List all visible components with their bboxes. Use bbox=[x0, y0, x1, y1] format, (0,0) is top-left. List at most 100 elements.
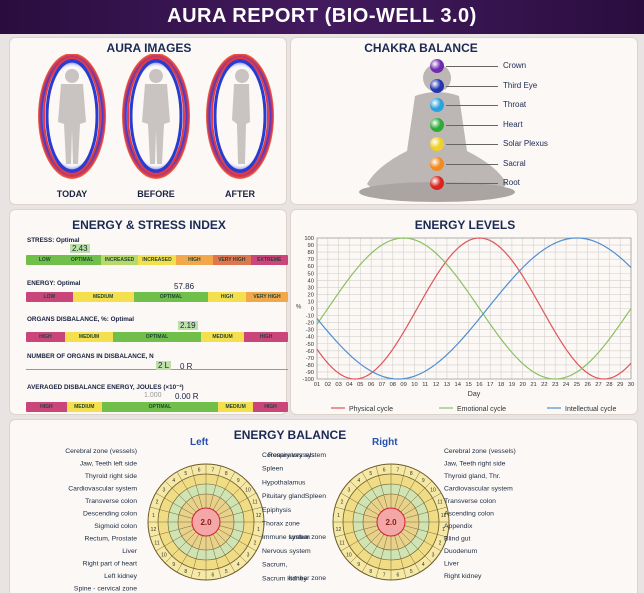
left-wheel-index: 6 bbox=[212, 573, 215, 579]
scale-segment: OPTIMAL bbox=[63, 255, 101, 265]
y-tick-label: 10 bbox=[308, 299, 314, 305]
y-tick-label: -70 bbox=[306, 356, 314, 362]
y-tick-label: 100 bbox=[304, 236, 314, 242]
scale-segment: MEDIUM bbox=[72, 292, 134, 302]
avg-disbalance-left: 1.000 bbox=[144, 392, 162, 399]
avg-disbalance-right: 0.00 R bbox=[175, 392, 199, 401]
right-wheel-index: 11 bbox=[437, 500, 442, 506]
legend-label: Physical cycle bbox=[349, 406, 393, 413]
left-wheel-spoke bbox=[164, 480, 197, 513]
right-wheel-index: 10 bbox=[430, 488, 436, 494]
right-wheel-spoke bbox=[334, 506, 378, 519]
right-wheel-spoke bbox=[375, 535, 388, 579]
x-tick-label: 20 bbox=[519, 382, 525, 388]
x-tick-label: 29 bbox=[617, 382, 623, 388]
left-inner-zone-label: Hypothalamus bbox=[262, 479, 306, 486]
left-wheel-spoke bbox=[176, 533, 200, 573]
right-wheel-center bbox=[376, 507, 406, 537]
right-wheel-index: 3 bbox=[348, 488, 351, 494]
right-wheel-index: 7 bbox=[383, 573, 386, 579]
left-wheel-index: 3 bbox=[163, 488, 166, 494]
left-inner-zone-label: Pituitary gland bbox=[262, 493, 305, 500]
x-tick-label: 02 bbox=[325, 382, 331, 388]
right-outer-zone-label: Blind gut bbox=[444, 536, 471, 543]
scale-segment: MEDIUM bbox=[200, 332, 245, 342]
left-outer-zone-label: Descending colon bbox=[83, 511, 137, 518]
chakra-connector bbox=[446, 144, 498, 145]
scale-segment: VERY HIGH bbox=[245, 292, 288, 302]
aura-figures bbox=[38, 54, 274, 179]
right-outer-zone-label: Cerebral zone (vessels) bbox=[444, 448, 516, 455]
chakra-balance-panel: CHAKRA BALANCE Crown Third Eye Throat Heart… bbox=[290, 37, 638, 205]
scale-segment: VERY HIGH bbox=[213, 255, 251, 265]
left-wheel-index: 12 bbox=[256, 513, 262, 519]
right-wheel-spoke bbox=[404, 506, 448, 519]
energy-balance-panel: ENERGY BALANCE Left Right 1 2 3 4 5 6 7 8 9 10 11 1… bbox=[9, 419, 638, 593]
left-wheel-center bbox=[191, 507, 221, 537]
right-wheel-spoke bbox=[349, 531, 382, 564]
y-tick-label: -80 bbox=[306, 363, 314, 369]
right-outer-zone-label: Thyroid gland, Thr. bbox=[444, 473, 501, 480]
left-wheel-index: 1 bbox=[152, 513, 155, 519]
energy-balance-heading: ENERGY BALANCE bbox=[233, 428, 347, 442]
right-wheel-index: 1 bbox=[442, 527, 445, 533]
scale-segment: INCREASED bbox=[100, 255, 139, 265]
right-wheel-spoke bbox=[400, 531, 433, 564]
left-wheel-index: 4 bbox=[172, 478, 175, 484]
aura-figure-after bbox=[206, 54, 274, 179]
right-wheel-spoke bbox=[334, 525, 378, 538]
left-wheel-spoke bbox=[215, 480, 248, 513]
aura-images-heading: AURA IMAGES bbox=[106, 41, 192, 55]
x-tick-label: 16 bbox=[476, 382, 482, 388]
y-tick-label: -40 bbox=[306, 335, 314, 341]
y-tick-label: 60 bbox=[308, 264, 314, 270]
chakra-label: Throat bbox=[503, 100, 527, 109]
x-tick-label: 27 bbox=[595, 382, 601, 388]
chakra-dot-heart bbox=[430, 117, 444, 132]
x-tick-label: 24 bbox=[563, 382, 570, 388]
series-line-intellectual-cycle bbox=[316, 237, 632, 380]
y-tick-label: 80 bbox=[308, 250, 314, 256]
left-wheel-index: 8 bbox=[225, 471, 228, 477]
y-tick-label: -50 bbox=[306, 342, 314, 348]
left-outer-zone-label: Left kidney bbox=[104, 573, 137, 580]
left-wheel-index: 1 bbox=[257, 527, 260, 533]
left-wheel-spoke bbox=[155, 528, 195, 552]
scale-segment: INCREASED bbox=[138, 255, 176, 265]
right-outer-zone-label: Cardiovascular system bbox=[444, 486, 513, 493]
chakra-label: Crown bbox=[503, 61, 527, 70]
left-outer-zone-label: Jaw, Teeth left side bbox=[80, 461, 138, 468]
report-title-bar: AURA REPORT (BIO-WELL 3.0) bbox=[0, 0, 644, 34]
left-wheel-index: 6 bbox=[198, 467, 201, 473]
stress-label: STRESS: Optimal bbox=[27, 237, 80, 244]
right-wheel-index: 5 bbox=[369, 471, 372, 477]
scale-segment: OPTIMAL bbox=[133, 292, 209, 302]
right-wheel-spoke bbox=[349, 480, 382, 513]
organ-count-label: NUMBER OF ORGANS IN DISBALANCE, N bbox=[27, 353, 154, 360]
chakra-balance-heading: CHAKRA BALANCE bbox=[364, 41, 478, 55]
right-wheel-index: 11 bbox=[339, 540, 344, 546]
right-wheel-index: 6 bbox=[383, 467, 386, 473]
left-wheel-index: 12 bbox=[151, 527, 157, 533]
right-outer-zone-label: Ascending colon bbox=[444, 511, 494, 518]
left-wheel-spoke bbox=[209, 535, 222, 579]
right-outer-zone-label: Appendix bbox=[444, 523, 473, 530]
x-tick-label: 17 bbox=[487, 382, 493, 388]
aura-figure-before bbox=[122, 54, 190, 179]
x-tick-label: 15 bbox=[465, 382, 471, 388]
chakra-label: Heart bbox=[503, 119, 523, 129]
left-inner-zone-label: Nervous system bbox=[262, 548, 311, 555]
x-tick-label: 25 bbox=[574, 382, 580, 388]
chakra-label: Solar Plexus bbox=[503, 139, 548, 148]
aura-images-panel: AURA IMAGES bbox=[9, 37, 287, 205]
left-wheel-spoke bbox=[190, 465, 203, 509]
x-tick-label: 23 bbox=[552, 382, 558, 388]
x-tick-label: 05 bbox=[357, 382, 363, 388]
right-wheel-index: 9 bbox=[422, 478, 425, 484]
chakra-connector bbox=[446, 105, 498, 106]
scale-segment: MEDIUM bbox=[64, 332, 114, 342]
right-inner-zone-label: lumbar zone bbox=[289, 534, 327, 541]
legend-label: Emotional cycle bbox=[457, 406, 506, 413]
y-tick-label: 50 bbox=[308, 271, 314, 277]
chakra-label: Root bbox=[503, 178, 520, 187]
